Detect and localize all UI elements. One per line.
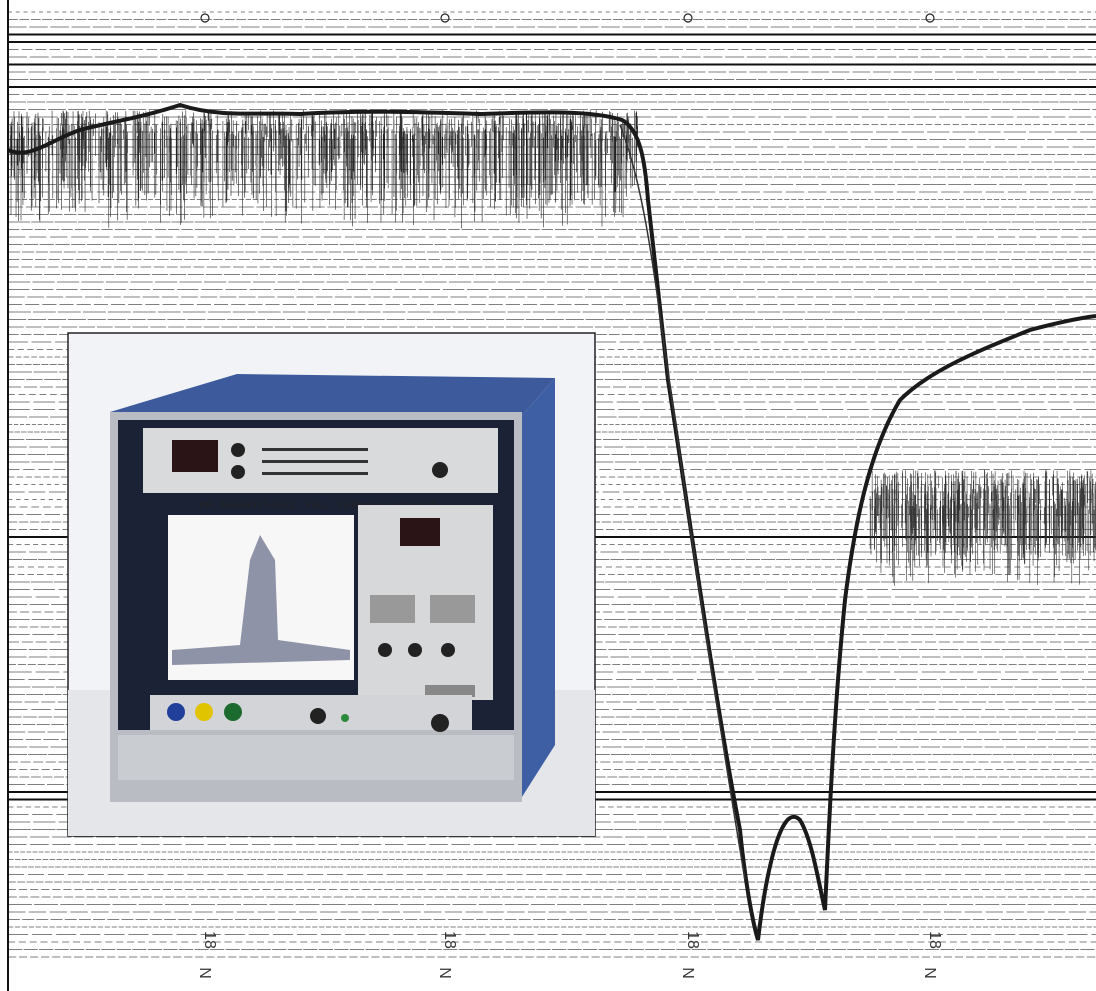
knob [310, 708, 326, 724]
record-marks: 18 N 18 N 18 N 18 N [196, 13, 943, 979]
knob [432, 462, 448, 478]
cabinet-base [118, 735, 514, 780]
green-knob [224, 703, 242, 721]
cabinet-top [110, 374, 555, 418]
display [400, 518, 440, 546]
bar-led [262, 448, 368, 451]
profile-shadow [619, 124, 746, 881]
seabed-profile [7, 102, 1096, 941]
scale-mark: 18 [926, 931, 943, 949]
knob [408, 643, 422, 657]
scale-mark: 18 [441, 931, 458, 949]
time-mark [200, 13, 210, 23]
direction-mark: N [436, 967, 453, 979]
knob [378, 643, 392, 657]
bar-led [262, 460, 368, 463]
switch-block [430, 595, 475, 623]
yellow-knob [195, 703, 213, 721]
cabinet-side [520, 378, 555, 800]
echo-noise [9, 110, 1096, 586]
direction-mark: N [921, 967, 938, 979]
scale-mark: 18 [201, 931, 218, 949]
time-mark [440, 13, 450, 23]
display [172, 440, 218, 472]
recorder-trace [172, 535, 350, 665]
direction-mark: N [679, 967, 696, 979]
time-mark [925, 13, 935, 23]
lamp [341, 714, 349, 722]
knob [231, 443, 245, 457]
direction-mark: N [196, 967, 213, 979]
switch-block [370, 595, 415, 623]
knob [431, 714, 449, 732]
blue-knob [167, 703, 185, 721]
device-label: DR. FAHRENTHOLZ - KIEL - VERMESSUNGSLOT [199, 500, 437, 511]
knob [231, 465, 245, 479]
device-photo: DR. FAHRENTHOLZ - KIEL - VERMESSUNGSLOT [67, 332, 596, 837]
time-mark [683, 13, 693, 23]
scale-mark: 18 [684, 931, 701, 949]
connector [425, 685, 475, 697]
knob [441, 643, 455, 657]
bar-led [262, 472, 368, 475]
